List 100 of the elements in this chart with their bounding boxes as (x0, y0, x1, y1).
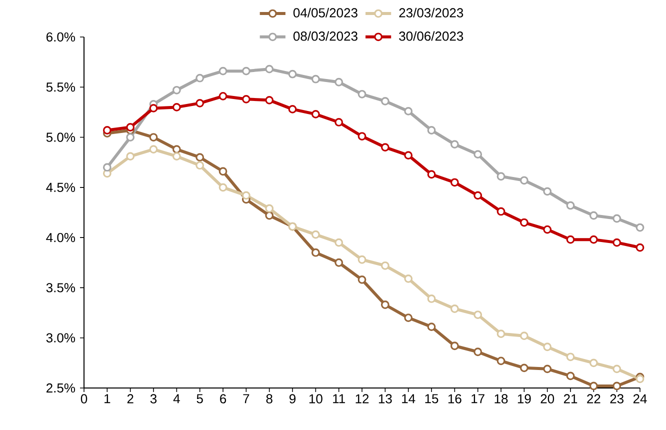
x-tick-label: 11 (333, 394, 345, 404)
point (589, 235, 598, 244)
point (172, 86, 181, 94)
point (404, 151, 413, 160)
point (636, 243, 644, 252)
point (196, 153, 204, 162)
point (612, 364, 622, 374)
legend-label: 04/05/2023 (293, 8, 358, 18)
point (520, 176, 528, 185)
point (218, 92, 228, 100)
point (520, 332, 528, 340)
x-tick-label: 7 (243, 394, 250, 404)
point (566, 352, 575, 362)
point (126, 133, 135, 142)
x-tick-label: 23 (610, 394, 624, 404)
point (450, 342, 459, 350)
point (288, 70, 297, 78)
x-tick-label: 16 (448, 394, 462, 404)
point (566, 372, 575, 380)
x-tick-label: 14 (402, 394, 416, 404)
point (218, 183, 228, 192)
legend-label: 30/06/2023 (399, 31, 464, 41)
point (496, 330, 506, 338)
x-tick-label: 1 (104, 394, 110, 404)
point (543, 225, 552, 234)
x-tick-label: 21 (564, 394, 578, 404)
point (358, 255, 366, 264)
point (265, 96, 274, 104)
point (334, 258, 344, 267)
y-tick-label: 4.0% (46, 232, 76, 242)
x-tick-label: 17 (472, 394, 484, 404)
point (404, 314, 413, 322)
x-tick-label: 18 (494, 394, 508, 404)
point (265, 204, 274, 213)
point (149, 145, 158, 154)
point (612, 238, 622, 247)
point (172, 145, 181, 154)
point (566, 235, 575, 244)
point (380, 261, 390, 270)
point (172, 102, 181, 112)
x-tick-label: 3 (150, 394, 157, 404)
point (334, 238, 344, 247)
point (102, 126, 112, 134)
x-tick-label: 15 (425, 394, 438, 404)
point (311, 248, 320, 257)
point (265, 64, 274, 74)
x-tick-label: 22 (587, 394, 600, 404)
point (380, 300, 390, 309)
point (589, 358, 598, 368)
point (196, 74, 204, 82)
y-tick-label: 3.5% (46, 283, 76, 292)
point (218, 66, 228, 76)
point (311, 74, 320, 84)
point (404, 274, 413, 283)
point (474, 150, 482, 159)
legend-label: 23/03/2023 (399, 8, 464, 18)
x-tick-label: 19 (518, 394, 531, 404)
y-tick-label: 3.0% (46, 333, 76, 342)
point (450, 304, 459, 313)
point (496, 172, 506, 181)
point (334, 118, 344, 126)
point (520, 218, 528, 227)
point (196, 161, 204, 170)
point (474, 191, 482, 200)
point (427, 294, 436, 303)
point (242, 191, 250, 200)
point (427, 126, 436, 134)
point (636, 223, 644, 232)
x-tick-label: 4 (173, 394, 180, 404)
point (612, 382, 622, 390)
point (358, 90, 366, 98)
point (427, 322, 436, 332)
point (102, 163, 112, 172)
point (496, 356, 506, 366)
x-tick-label: 9 (290, 394, 296, 404)
point (520, 364, 528, 372)
point (543, 342, 552, 352)
point (334, 78, 344, 86)
point (149, 133, 158, 142)
point (265, 211, 274, 220)
point (242, 94, 250, 104)
point (311, 230, 320, 239)
y-tick-label: 5.0% (46, 132, 76, 142)
point (126, 123, 135, 132)
point (288, 104, 297, 114)
point (126, 152, 135, 161)
point (474, 310, 482, 319)
point (242, 66, 250, 76)
point (358, 132, 366, 140)
point (496, 207, 506, 216)
point (404, 107, 413, 116)
point (589, 382, 598, 390)
y-tick-label: 6.0% (46, 32, 76, 42)
x-tick-label: 20 (540, 394, 554, 404)
point (196, 98, 204, 108)
y-tick-label: 4.5% (46, 182, 76, 192)
point (543, 187, 552, 196)
point (566, 201, 575, 210)
point (358, 275, 366, 284)
point (149, 104, 158, 112)
